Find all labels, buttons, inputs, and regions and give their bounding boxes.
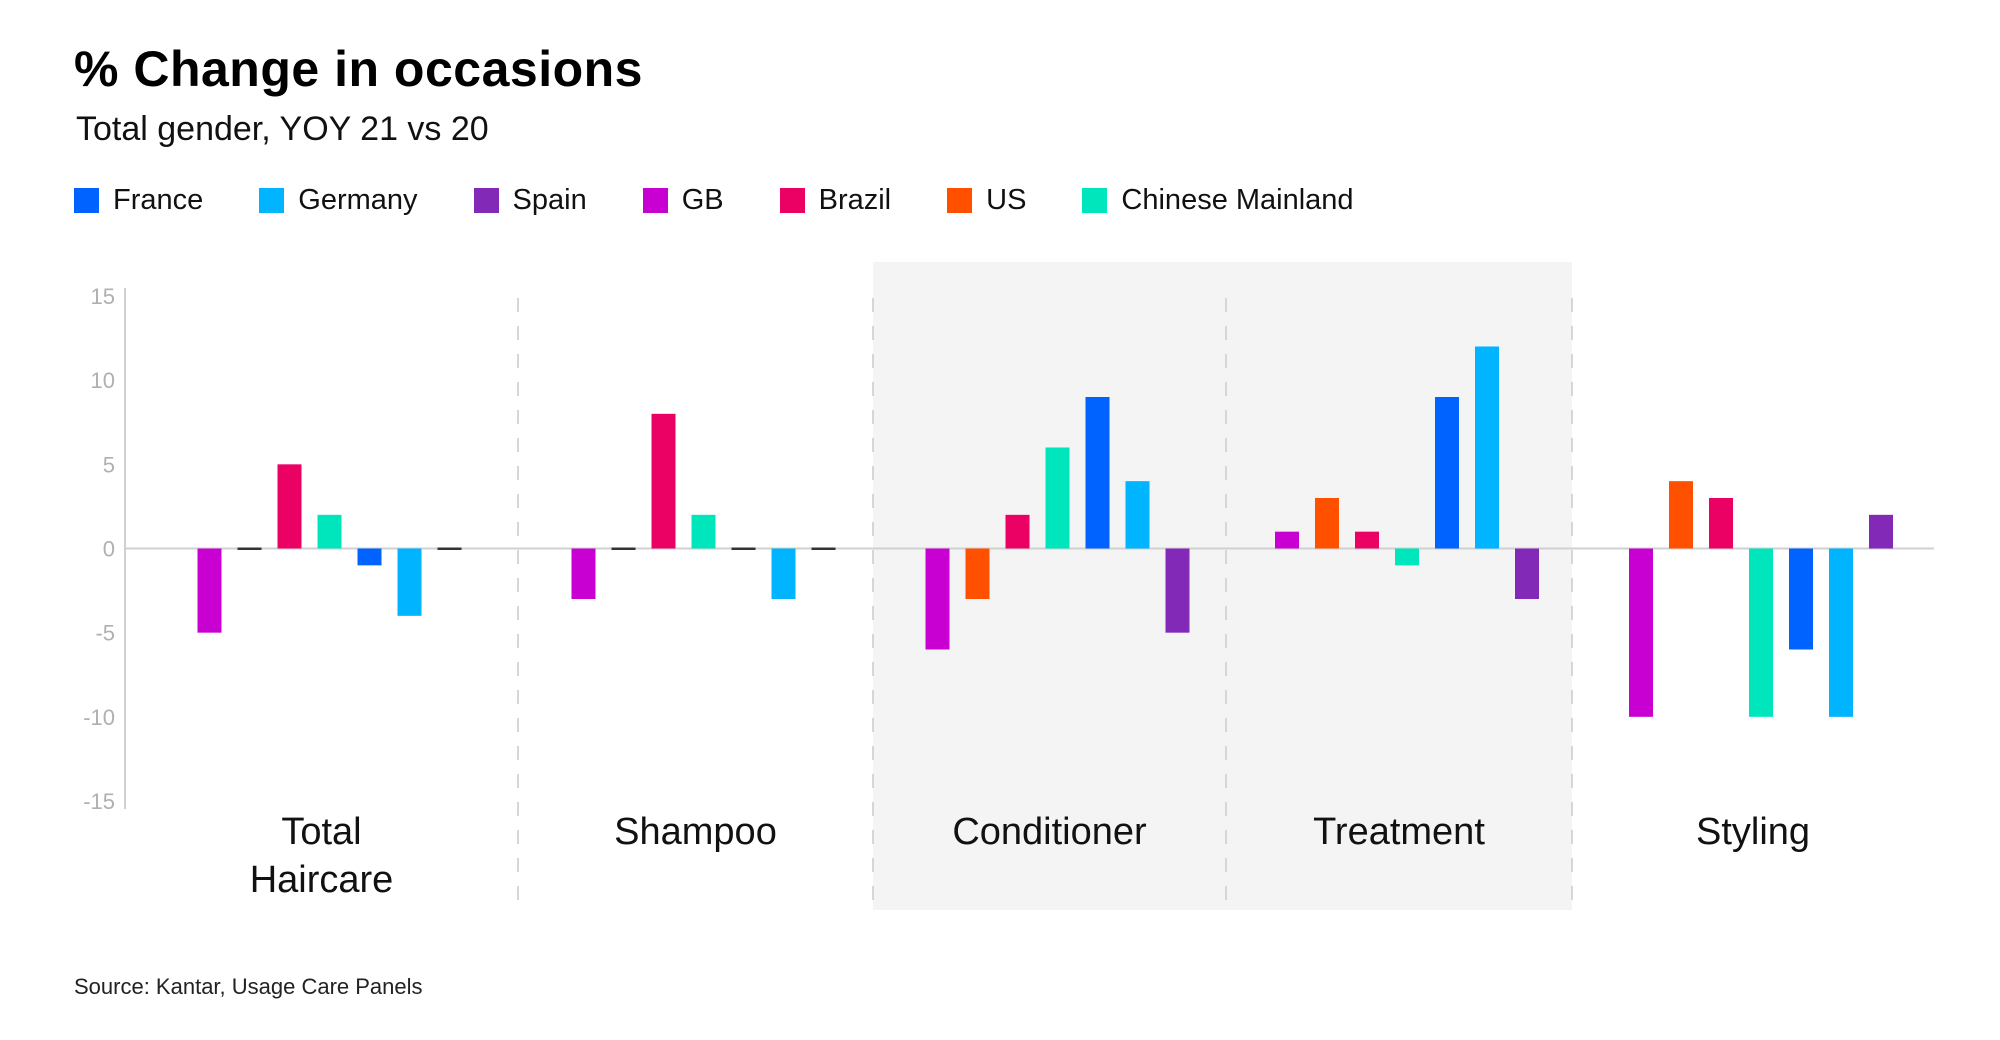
legend-swatch [779, 188, 805, 213]
bar-total-haircare-gb [197, 548, 222, 633]
category-label: Shampoo [614, 811, 777, 853]
bar-styling-france [1789, 548, 1813, 650]
legend-swatch [947, 188, 973, 213]
y-tick-label: -5 [95, 621, 115, 646]
legend-swatch [1082, 188, 1108, 213]
legend-swatch [74, 188, 99, 213]
bar-treatment-us [1315, 498, 1339, 549]
bar-styling-chinese-mainland [1749, 548, 1773, 717]
category-label: Conditioner [952, 811, 1147, 853]
legend-swatch [642, 188, 668, 213]
bar-conditioner-france [1085, 397, 1110, 549]
chart-subtitle: Total gender, YOY 21 vs 20 [76, 110, 489, 148]
y-tick-label: -15 [83, 789, 115, 814]
y-tick-label: 15 [91, 284, 115, 309]
legend-item-chinese-mainland: Chinese Mainland [1082, 184, 1354, 217]
bar-styling-brazil [1709, 498, 1733, 549]
bar-total-haircare-us [237, 547, 262, 550]
bar-total-haircare-brazil [277, 464, 302, 549]
legend-label: GB [681, 184, 724, 216]
bar-total-haircare-chinese-mainland [317, 514, 342, 549]
bar-shampoo-france [731, 547, 756, 550]
bar-conditioner-germany [1125, 481, 1150, 549]
category-label: Treatment [1313, 811, 1485, 853]
bar-styling-spain [1869, 514, 1893, 549]
legend-item-germany: Germany [259, 184, 418, 217]
bar-shampoo-gb [571, 548, 596, 599]
y-tick-label: 5 [103, 452, 115, 477]
legend-swatch [259, 188, 285, 213]
legend-item-brazil: Brazil [779, 184, 892, 217]
bar-conditioner-chinese-mainland [1045, 447, 1070, 549]
bar-styling-us [1669, 481, 1693, 549]
bar-treatment-france [1435, 397, 1459, 549]
highlight-region [1226, 262, 1572, 910]
bar-treatment-gb [1275, 531, 1299, 549]
legend-label: US [986, 184, 1027, 216]
bar-shampoo-brazil [651, 413, 676, 549]
bar-conditioner-gb [925, 548, 950, 650]
bar-shampoo-chinese-mainland [691, 514, 716, 549]
bar-conditioner-us [965, 548, 990, 599]
bar-total-haircare-germany [397, 548, 422, 616]
bar-conditioner-spain [1165, 548, 1190, 633]
legend-label: Brazil [818, 184, 892, 216]
category-label: Haircare [250, 859, 394, 901]
bar-shampoo-spain [811, 547, 836, 550]
bar-treatment-germany [1475, 346, 1499, 549]
source-note: Source: Kantar, Usage Care Panels [74, 974, 423, 999]
bar-treatment-spain [1515, 548, 1539, 599]
category-label: Total [281, 811, 361, 853]
bar-conditioner-brazil [1005, 514, 1030, 549]
bar-shampoo-germany [771, 548, 796, 599]
bar-treatment-brazil [1355, 531, 1379, 549]
y-tick-label: 10 [91, 368, 115, 393]
bar-treatment-chinese-mainland [1395, 548, 1419, 566]
category-label-layer: Total Haircare Shampoo Conditioner Treatment… [250, 811, 1810, 901]
legend-label: Spain [512, 184, 587, 216]
legend-label: Chinese Mainland [1121, 184, 1354, 216]
legend-item-france: France [74, 184, 203, 217]
group-divider-layer [517, 298, 1573, 910]
legend-swatch [473, 188, 499, 213]
legend-item-us: US [947, 184, 1026, 217]
legend-label: France [113, 184, 204, 216]
bar-shampoo-us [611, 547, 636, 550]
y-tick-label: -10 [83, 705, 115, 730]
legend-item-spain: Spain [473, 184, 587, 217]
legend: France Germany Spain GB Brazil US Chinese Main… [74, 184, 1410, 217]
bar-styling-gb [1629, 548, 1653, 717]
bar-total-haircare-spain [437, 547, 462, 550]
y-tick-label: 0 [103, 537, 115, 562]
legend-item-gb: GB [642, 184, 724, 217]
legend-label: Germany [298, 184, 418, 216]
category-label: Styling [1696, 811, 1810, 853]
chart-title: % Change in occasions [74, 41, 643, 97]
bar-total-haircare-france [357, 548, 382, 566]
bar-layer [197, 346, 1893, 717]
bar-styling-germany [1829, 548, 1853, 717]
